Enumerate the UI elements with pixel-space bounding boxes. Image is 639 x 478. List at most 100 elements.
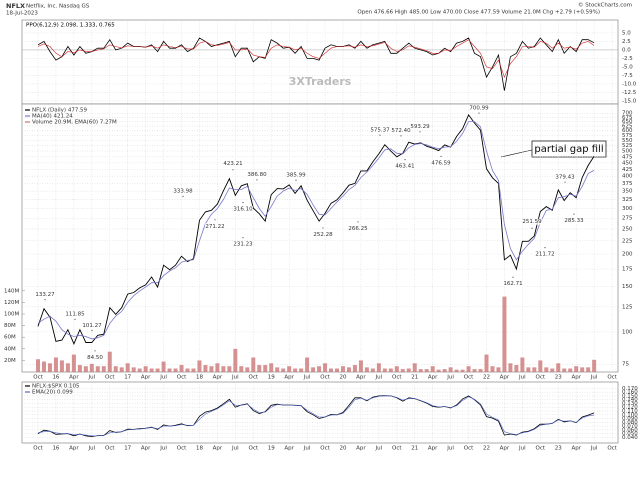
annotation-label: 316.10 [233,207,253,213]
legend-label: MA(40) 421.24 [32,114,73,120]
annotation-label: 285.33 [564,218,584,224]
annotation-label: 575.37 [370,128,390,134]
x-tick-label: 21 [411,375,418,381]
ppo-legend: PPO(6,12,9) 2.098, 1.333, 0.765 [26,23,115,29]
y-tick-label: 0.040 [622,435,638,441]
y-tick-label: 300 [622,206,633,212]
volume-bar [293,368,298,372]
annotation-point [404,158,406,161]
volume-bar [47,363,52,372]
series-line [37,39,595,78]
x-tick-label: Apr [571,375,581,381]
x-tick-label: Apr [284,446,294,452]
volume-bar [382,368,387,372]
annotation-point [419,131,421,133]
callout-box [531,140,607,158]
volume-bar [418,369,423,372]
volume-bar [496,367,501,372]
annotation-bg [223,160,243,167]
volume-bar [95,366,100,372]
annotation-label: 251.59 [522,219,542,225]
x-tick-label: Apr [213,375,223,381]
x-tick-label: Oct [33,375,43,381]
volume-bar [287,366,292,372]
x-tick-label: Oct [392,446,402,452]
annotation-bg [35,291,55,298]
annotation-bg [522,218,542,225]
volume-bar [161,361,166,372]
annotation-bg [65,311,85,318]
annotation-bg [85,354,105,361]
y-tick-label: 0.070 [622,424,638,430]
annotation-bg [286,171,306,178]
volume-bar [352,365,357,372]
y-tick-label: 600 [622,128,633,134]
y-tick-label: -15.0 [622,98,637,104]
volume-bar [448,367,453,372]
y-tick-label: -10.0 [622,81,637,87]
volume-bar [538,360,543,372]
annotation-bg [410,123,430,130]
x-tick-label: Apr [141,375,151,381]
volume-bar [388,368,393,372]
x-tick-label: 20 [339,446,346,452]
annotation-label: 593.29 [410,124,430,130]
volume-bar [299,368,304,372]
series-line [37,113,595,345]
annotation-label: 423.21 [223,161,242,167]
volume-bar [526,367,531,372]
x-tick-label: 23 [555,446,562,452]
y-tick-label: 225 [622,238,633,244]
volume-bar [580,367,585,372]
annotation-label: 162.71 [503,281,522,287]
volume-bar [53,357,58,372]
y-tick-label: -5.0 [622,64,633,70]
volume-bar [335,368,339,372]
x-tick-label: Jul [446,446,454,452]
annotation-bg [370,127,390,134]
x-tick-label: Jul [518,446,526,452]
series-line [37,37,595,91]
volume-bar [203,365,208,372]
x-tick-label: 19 [268,375,275,381]
annotation-point [512,276,514,278]
annotation-point [256,179,258,181]
volume-bar [442,369,447,372]
x-tick-label: 22 [483,446,490,452]
volume-bar [119,367,124,372]
x-tick-label: Oct [464,446,474,452]
x-tick-label: Apr [69,375,79,381]
ppo-panel [21,19,619,105]
volume-bar [478,369,483,372]
y-tick-label: 175 [622,267,633,273]
volume-bar [137,368,142,372]
volume-bar [520,357,525,372]
annotation-bg [535,251,555,258]
volume-bar [508,363,513,372]
volume-bar [502,296,507,372]
volume-bar [305,357,310,372]
annotation-point [400,135,402,137]
y-tick-label: 0.130 [622,401,638,407]
annotation-point [295,179,297,181]
annotation-bg [564,217,584,224]
volume-bar [185,368,190,372]
volume-bar [346,367,351,372]
x-tick-label: 19 [268,446,275,452]
volume-bar [71,354,76,372]
x-tick-label: Oct [392,375,402,381]
annotation-point [94,350,96,352]
annotation-point [357,221,359,223]
y-tick-label: -12.5 [622,90,637,96]
x-tick-label: Apr [428,375,438,381]
volume-bar [568,368,573,372]
annotation-label: 231.23 [233,242,253,248]
annotation-bg [348,225,368,232]
volume-bar [329,368,334,372]
annotation-bg [247,171,267,178]
symbol: NFLX [6,2,25,10]
x-tick-label: Apr [356,446,366,452]
volume-bar [101,366,106,372]
volume-bar [257,365,262,372]
volume-bar [113,366,118,372]
